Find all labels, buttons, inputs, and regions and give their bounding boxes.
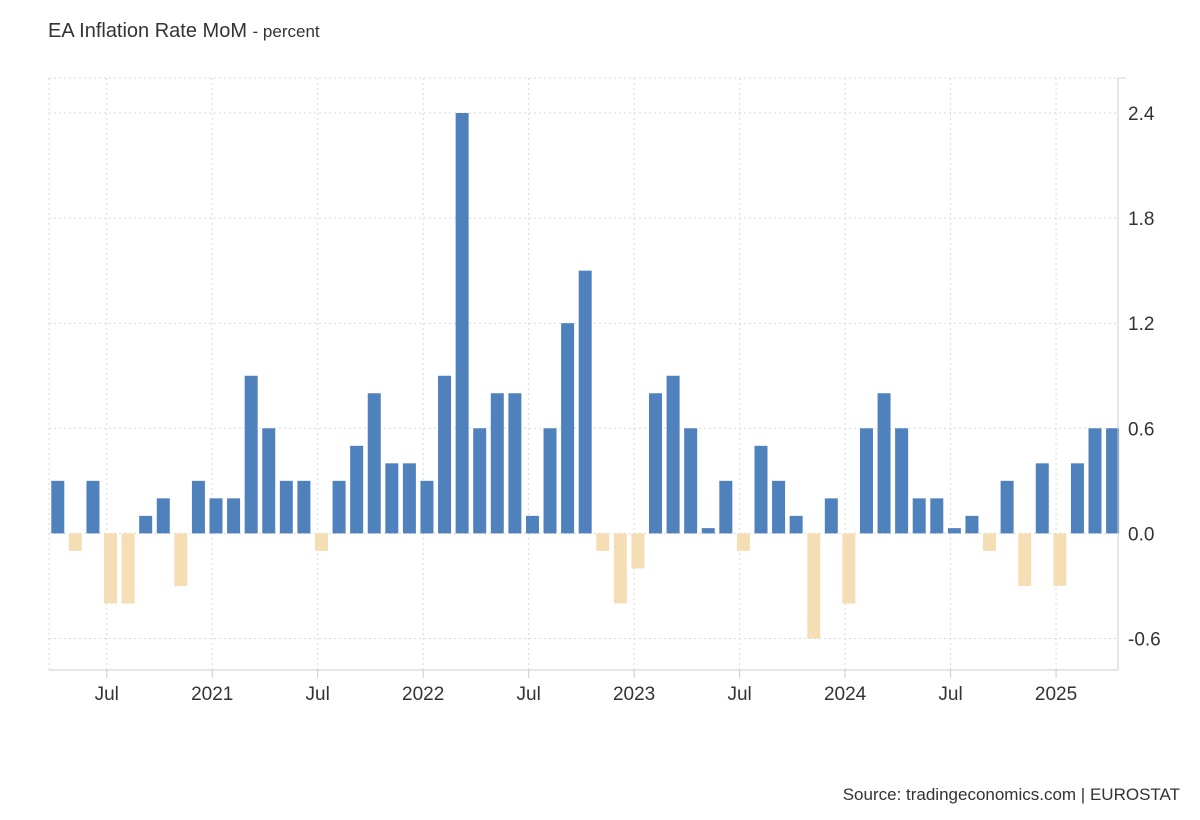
bar-2022-09[interactable]: 2022-09: 1.2 [561, 323, 575, 534]
bar-2024-02[interactable]: 2024-02: 0.6 [859, 428, 873, 534]
bar-2021-12[interactable]: 2021-12: 0.4 [402, 463, 416, 534]
bar-2023-07[interactable]: 2023-07: -0.1 [736, 533, 750, 551]
chart-title-block: EA Inflation Rate MoM - percent [48, 20, 320, 43]
chart-subtitle: - percent [252, 22, 320, 41]
bar-2022-06[interactable]: 2022-06: 0.8 [508, 393, 522, 534]
bar-2023-08[interactable]: 2023-08: 0.5 [754, 445, 768, 534]
y-tick-label: 1.2 [1128, 314, 1154, 335]
x-tick-label: Jul [306, 684, 330, 705]
x-tick-label: 2023 [613, 684, 655, 705]
bar-2021-08[interactable]: 2021-08: 0.3 [332, 480, 346, 534]
bar-2022-11[interactable]: 2022-11: -0.1 [596, 533, 610, 551]
bar-2024-08[interactable]: 2024-08: 0.1 [965, 515, 979, 534]
bar-2021-03[interactable]: 2021-03: 0.9 [244, 375, 258, 534]
x-tick-label: 2022 [402, 684, 444, 705]
chart-title: EA Inflation Rate MoM [48, 20, 247, 42]
bars: 2020-04: 0.32020-05: -0.1 2020-06: 0.3 202… [51, 113, 1120, 639]
bar-2022-07[interactable]: 2022-07: 0.1 [525, 515, 539, 534]
bar-2021-05[interactable]: 2021-05: 0.3 [279, 480, 293, 534]
bar-2023-10[interactable]: 2023-10: 0.1 [789, 515, 803, 534]
bar-2021-06[interactable]: 2021-06: 0.3 [297, 480, 311, 534]
y-tick-label: -0.6 [1128, 629, 1161, 650]
x-tick-label: Jul [938, 684, 962, 705]
bar-2023-03[interactable]: 2023-03: 0.9 [666, 375, 680, 534]
bar-2024-07[interactable]: 2024-07: 0.03 [947, 528, 961, 534]
y-tick-label: 0.0 [1128, 524, 1154, 545]
bar-2020-05[interactable]: 2020-05: -0.1 [68, 533, 82, 551]
bar-2024-10[interactable]: 2024-10: 0.3 [1000, 480, 1014, 534]
y-tick-label: 2.4 [1128, 104, 1155, 125]
bar-2025-04[interactable]: 2025-04: 0.6 [1106, 428, 1120, 534]
source-note: Source: tradingeconomics.com | EUROSTAT [842, 785, 1180, 804]
y-tick-label: 1.8 [1128, 209, 1154, 230]
bar-2021-01[interactable]: 2021-01: 0.2 [209, 498, 223, 534]
bar-2023-01[interactable]: 2023-01: -0.2 [631, 533, 645, 569]
bar-2025-01[interactable]: 2025-01: -0.3 [1053, 533, 1067, 586]
x-tick-label: 2025 [1035, 684, 1077, 705]
bar-2024-09[interactable]: 2024-09: -0.1 [983, 533, 997, 551]
bar-2024-04[interactable]: 2024-04: 0.6 [895, 428, 909, 534]
bar-2022-02[interactable]: 2022-02: 0.9 [438, 375, 452, 534]
bar-2024-05[interactable]: 2024-05: 0.2 [912, 498, 926, 534]
x-tick-label: Jul [727, 684, 751, 705]
bar-2021-09[interactable]: 2021-09: 0.5 [350, 445, 364, 534]
bar-2024-06[interactable]: 2024-06: 0.2 [930, 498, 944, 534]
bar-2022-04[interactable]: 2022-04: 0.6 [473, 428, 487, 534]
bar-2022-05[interactable]: 2022-05: 0.8 [490, 393, 504, 534]
bar-2022-12[interactable]: 2022-12: -0.4 [613, 533, 627, 604]
bar-2023-09[interactable]: 2023-09: 0.3 [772, 480, 786, 534]
bar-2020-10[interactable]: 2020-10: 0.2 [156, 498, 170, 534]
bar-2025-03[interactable]: 2025-03: 0.6 [1088, 428, 1102, 534]
bar-2023-04[interactable]: 2023-04: 0.6 [684, 428, 698, 534]
bar-2023-11[interactable]: 2023-11: -0.6 [807, 533, 821, 639]
bar-2022-03[interactable]: 2022-03: 2.4 [455, 113, 469, 534]
bar-2020-11[interactable]: 2020-11: -0.3 [174, 533, 188, 586]
bar-2020-08[interactable]: 2020-08: -0.4 [121, 533, 135, 604]
bar-2024-12[interactable]: 2024-12: 0.4 [1035, 463, 1049, 534]
bar-2020-09[interactable]: 2020-09: 0.1 [139, 515, 153, 534]
bar-2020-06[interactable]: 2020-06: 0.3 [86, 480, 100, 534]
bar-2025-02[interactable]: 2025-02: 0.4 [1070, 463, 1084, 534]
bar-2021-02[interactable]: 2021-02: 0.2 [227, 498, 241, 534]
x-tick-label: Jul [95, 684, 119, 705]
bar-2024-11[interactable]: 2024-11: -0.3 [1018, 533, 1032, 586]
bar-2022-08[interactable]: 2022-08: 0.6 [543, 428, 557, 534]
bar-2021-04[interactable]: 2021-04: 0.6 [262, 428, 276, 534]
x-tick-label: 2024 [824, 684, 867, 705]
bar-2021-10[interactable]: 2021-10: 0.8 [367, 393, 381, 534]
bar-2020-07[interactable]: 2020-07: -0.4 [104, 533, 118, 604]
bar-2021-11[interactable]: 2021-11: 0.4 [385, 463, 399, 534]
bar-2022-10[interactable]: 2022-10: 1.5 [578, 270, 592, 534]
bar-2023-05[interactable]: 2023-05: 0.03 [701, 528, 715, 534]
bar-2024-03[interactable]: 2024-03: 0.8 [877, 393, 891, 534]
bar-2023-12[interactable]: 2023-12: 0.2 [824, 498, 838, 534]
grid [48, 77, 1118, 670]
tick-labels: 2.4 1.8 1.2 0.6 0.0 -0.6 Jul 2021 Jul 2022 Jul 2023… [95, 104, 1161, 705]
bar-2020-04[interactable]: 2020-04: 0.3 [51, 480, 65, 534]
y-tick-label: 0.6 [1128, 419, 1154, 440]
bar-2023-02[interactable]: 2023-02: 0.8 [649, 393, 663, 534]
bar-2023-06[interactable]: 2023-06: 0.3 [719, 480, 733, 534]
axes [49, 77, 1126, 678]
bar-2022-01[interactable]: 2022-01: 0.3 [420, 480, 434, 534]
x-tick-label: Jul [517, 684, 541, 705]
bar-2021-07[interactable]: 2021-07: -0.1 [314, 533, 328, 551]
x-tick-label: 2021 [191, 684, 233, 705]
bar-2020-12[interactable]: 2020-12: 0.3 [191, 480, 205, 534]
bar-2024-01[interactable]: 2024-01: -0.4 [842, 533, 856, 604]
